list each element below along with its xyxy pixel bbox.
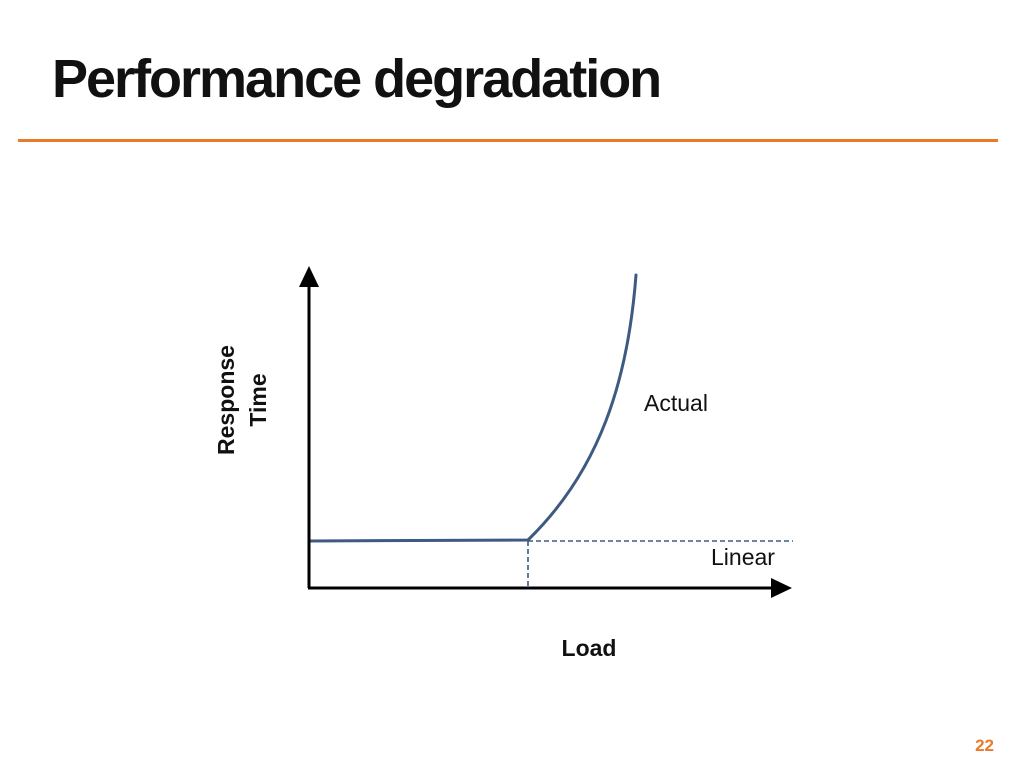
linear-curve-label: Linear <box>711 544 775 570</box>
slide-title: Performance degradation <box>52 49 662 109</box>
actual-curve <box>307 273 638 543</box>
title-divider <box>18 139 998 142</box>
y-axis-label-line2: Time <box>245 373 271 426</box>
x-axis-label: Load <box>562 635 617 661</box>
actual-curve-label: Actual <box>644 390 708 416</box>
y-axis-label-line1: Response <box>213 345 239 455</box>
page-number: 22 <box>975 736 994 755</box>
x-axis-arrowhead <box>771 578 792 598</box>
y-axis-arrowhead <box>299 266 319 287</box>
